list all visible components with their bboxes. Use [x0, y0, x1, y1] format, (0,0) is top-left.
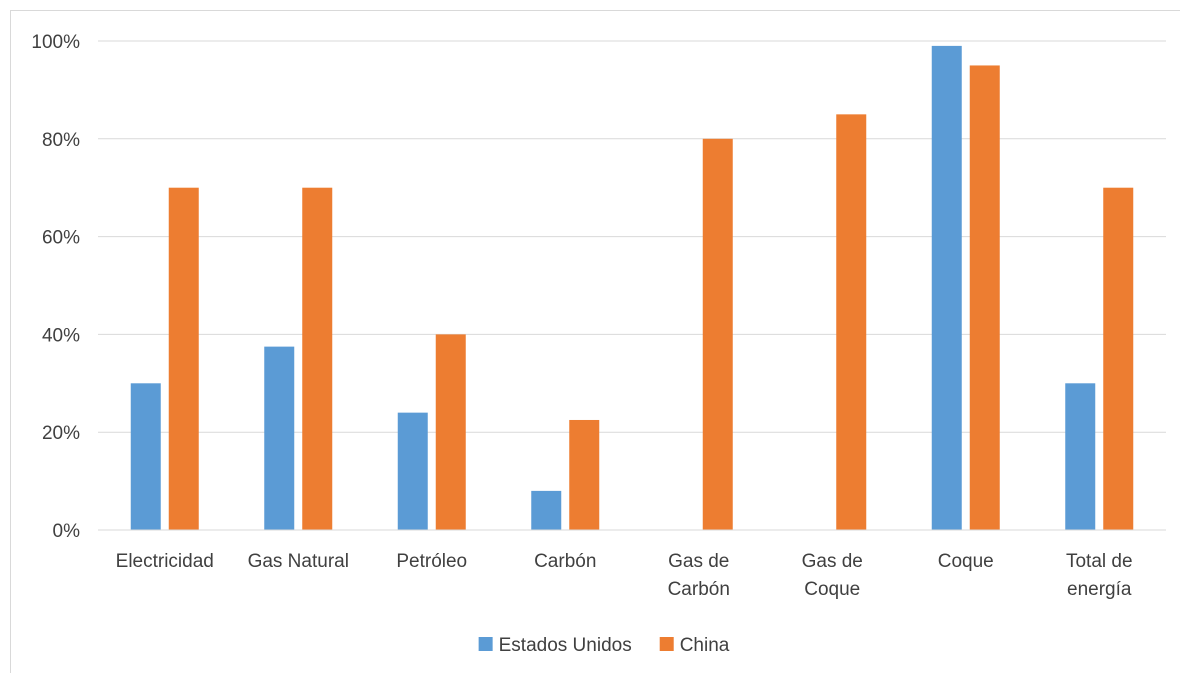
- bar-china: [702, 138, 733, 531]
- x-tick-label-line: Coque: [938, 551, 994, 572]
- bar-china: [302, 187, 333, 530]
- chart-frame: [10, 10, 1180, 673]
- gridlines: [98, 40, 1166, 433]
- y-tick-label: 20%: [42, 423, 80, 444]
- x-tick-label: Carbón: [534, 551, 596, 572]
- x-tick-label-line: Total de: [1066, 551, 1133, 572]
- legend-swatch: [478, 637, 493, 651]
- y-tick-label: 60%: [42, 228, 80, 249]
- x-tick-label-line: Gas Natural: [248, 551, 349, 572]
- x-tick-label-line: Carbón: [668, 579, 730, 600]
- x-axis-categories: Electricidad Gas Natural Petróleo Carbón Gas…: [116, 551, 1133, 600]
- x-tick-label-line: Coque: [804, 579, 860, 600]
- x-tick-label-line: Gas de: [802, 551, 863, 572]
- legend: Estados Unidos China: [478, 635, 730, 656]
- x-tick-label: Coque: [938, 551, 994, 572]
- bar-estados-unidos: [931, 45, 962, 530]
- x-tick-label-line: energía: [1067, 579, 1132, 600]
- y-tick-label: 100%: [31, 32, 80, 53]
- x-tick-label: Gas de Coque: [802, 551, 863, 600]
- x-tick-label: Gas de Carbón: [668, 551, 730, 600]
- x-tick-label-line: Electricidad: [116, 551, 214, 572]
- x-tick-label-line: Petróleo: [396, 551, 467, 572]
- y-tick-label: 80%: [42, 130, 80, 151]
- bar-estados-unidos: [264, 346, 295, 530]
- legend-label: Estados Unidos: [499, 635, 632, 656]
- legend-swatch: [659, 637, 674, 651]
- bar-estados-unidos: [531, 490, 562, 530]
- x-tick-label-line: Gas de: [668, 551, 729, 572]
- bar-estados-unidos: [1065, 383, 1096, 530]
- bar-estados-unidos: [130, 383, 161, 530]
- x-tick-label: Electricidad: [116, 551, 214, 572]
- bars: [130, 45, 1134, 531]
- bar-china: [569, 419, 600, 530]
- x-tick-label-line: Carbón: [534, 551, 596, 572]
- bar-china: [836, 114, 867, 530]
- legend-label: China: [680, 635, 730, 656]
- y-axis-ticks: 0% 20% 40% 60% 80% 100%: [31, 32, 80, 542]
- x-tick-label: Petróleo: [396, 551, 467, 572]
- bar-estados-unidos: [397, 412, 428, 530]
- bar-china: [1103, 187, 1134, 530]
- bar-china: [435, 334, 466, 530]
- bar-china: [168, 187, 199, 530]
- bar-china: [969, 65, 1000, 530]
- x-tick-label: Gas Natural: [248, 551, 349, 572]
- y-tick-label: 0%: [53, 521, 81, 542]
- x-tick-label: Total de energía: [1066, 551, 1133, 600]
- y-tick-label: 40%: [42, 325, 80, 346]
